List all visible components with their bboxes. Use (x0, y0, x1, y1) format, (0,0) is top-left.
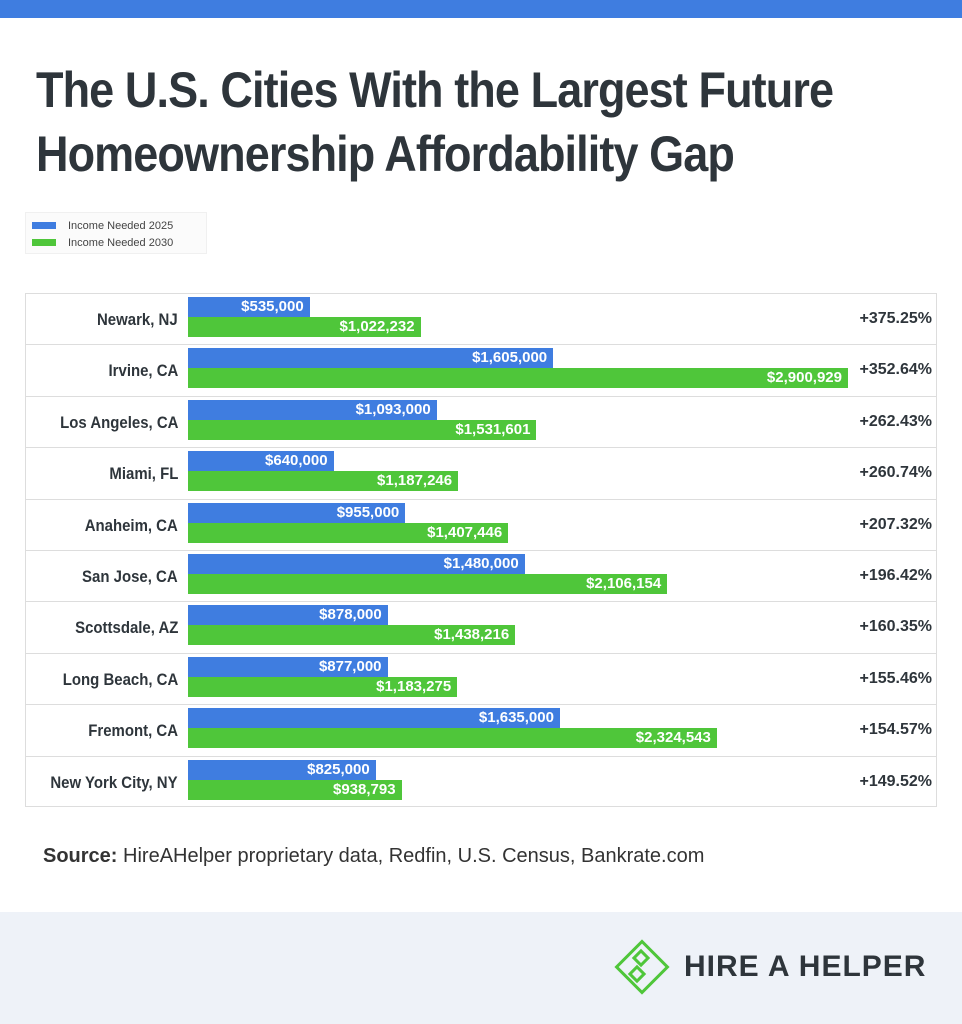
gap-percent-label: +196.42% (859, 567, 932, 584)
bar-value-label: $1,407,446 (427, 523, 503, 541)
gap-percent-label: +154.57% (859, 721, 932, 739)
chart-row: Los Angeles, CA $1,093,000 $1,531,601 +262.… (26, 397, 936, 449)
source-text: HireAHelper proprietary data, Redfin, U.… (123, 845, 705, 867)
bar-value-label: $1,187,246 (377, 472, 453, 490)
legend: Income Needed 2025 Income Needed 2030 (25, 212, 207, 254)
bar-2025: $535,000 (188, 297, 310, 317)
category-label: San Jose, CA (82, 567, 178, 586)
gap-percent-label: +149.52% (859, 772, 932, 790)
source-note: Source: HireAHelper proprietary data, Re… (43, 845, 704, 868)
bar-2025: $877,000 (188, 656, 388, 677)
chart-row: Newark, NJ $535,000 $1,022,232 +375.25% (26, 294, 936, 346)
bar-2025: $1,480,000 (188, 554, 525, 574)
bar-value-label: $2,900,929 (766, 369, 842, 387)
chart-row: Fremont, CA $1,635,000 $2,324,543 +154.57% (26, 705, 936, 757)
bar-2025: $955,000 (188, 502, 406, 523)
bar-2030: $1,438,216 (188, 625, 516, 646)
chart-row: Long Beach, CA $877,000 $1,183,275 +155.46% (26, 654, 936, 706)
chart-row: San Jose, CA $1,480,000 $2,106,154 +196.42% (26, 551, 936, 603)
bar-2030: $2,900,929 (188, 368, 848, 389)
bar-2025: $1,635,000 (188, 708, 560, 729)
chart-row: Miami, FL $640,000 $1,187,246 +260.74% (26, 448, 936, 500)
category-label: Los Angeles, CA (59, 412, 178, 432)
hire-a-helper-logo-icon (614, 939, 670, 995)
bar-value-label: $1,438,216 (434, 626, 510, 644)
bar-value-label: $825,000 (307, 760, 370, 778)
bar-value-label: $878,000 (319, 606, 382, 624)
category-label: Miami, FL (109, 464, 178, 484)
footer (0, 912, 962, 1024)
bar-2025: $640,000 (188, 451, 334, 472)
chart-row: Irvine, CA $1,605,000 $2,900,929 +352.64% (26, 345, 936, 397)
bar-2025: $1,093,000 (188, 399, 437, 420)
bar-value-label: $1,480,000 (443, 555, 519, 572)
legend-item-2030: Income Needed 2030 (32, 234, 200, 251)
bar-value-label: $1,022,232 (339, 318, 415, 335)
bar-2030: $938,793 (188, 779, 402, 800)
legend-swatch-2025 (32, 222, 56, 229)
legend-label-2025: Income Needed 2025 (68, 219, 174, 232)
bar-2030: $1,183,275 (188, 676, 458, 697)
bar-2030: $1,022,232 (188, 317, 421, 337)
legend-swatch-2030 (32, 239, 56, 246)
bar-value-label: $938,793 (333, 780, 396, 798)
category-label: Newark, NJ (97, 310, 178, 329)
bar-2025: $878,000 (188, 605, 388, 626)
gap-percent-label: +160.35% (859, 618, 932, 636)
bar-value-label: $1,093,000 (355, 400, 431, 418)
bar-value-label: $2,106,154 (586, 575, 662, 592)
category-label: Fremont, CA (88, 721, 178, 741)
chart-table: Newark, NJ $535,000 $1,022,232 +375.25% Irvi… (25, 293, 937, 807)
gap-percent-label: +155.46% (859, 669, 932, 687)
bar-value-label: $877,000 (318, 657, 382, 675)
legend-item-2025: Income Needed 2025 (32, 217, 200, 234)
top-band (0, 0, 962, 18)
category-label: Anaheim, CA (84, 515, 178, 535)
bar-value-label: $2,324,543 (635, 729, 711, 747)
bar-value-label: $1,635,000 (478, 709, 554, 727)
bar-value-label: $535,000 (241, 298, 304, 315)
brand-name: HIRE A HELPER (684, 950, 927, 983)
bar-2030: $2,324,543 (188, 728, 717, 749)
bar-value-label: $1,183,275 (376, 677, 452, 695)
chart-row: Scottsdale, AZ $878,000 $1,438,216 +160.35% (26, 602, 936, 654)
gap-percent-label: +207.32% (859, 515, 932, 533)
chart-row: Anaheim, CA $955,000 $1,407,446 +207.32% (26, 500, 936, 551)
bar-2030: $1,407,446 (188, 522, 509, 543)
category-label: Scottsdale, AZ (74, 618, 178, 638)
category-label: Long Beach, CA (62, 669, 178, 689)
bar-value-label: $1,605,000 (472, 349, 548, 367)
category-label: New York City, NY (50, 772, 178, 792)
chart-title: The U.S. Cities With the Largest Future … (36, 62, 834, 182)
source-label: Source: (43, 845, 118, 867)
bar-value-label: $640,000 (265, 452, 328, 470)
bar-value-label: $955,000 (336, 503, 400, 521)
bar-value-label: $1,531,601 (455, 420, 531, 438)
bar-2025: $825,000 (188, 759, 376, 780)
bar-2030: $1,187,246 (188, 471, 459, 492)
bar-2025: $1,605,000 (188, 348, 554, 369)
gap-percent-label: +352.64% (859, 361, 932, 379)
gap-percent-label: +260.74% (859, 464, 932, 482)
category-label: Irvine, CA (108, 361, 178, 381)
bar-2030: $1,531,601 (188, 419, 537, 440)
gap-percent-label: +262.43% (859, 412, 932, 430)
legend-label-2030: Income Needed 2030 (68, 236, 174, 249)
chart-row: New York City, NY $825,000 $938,793 +149.52… (26, 757, 936, 808)
bar-2030: $2,106,154 (188, 574, 668, 594)
brand-logo: HIRE A HELPER (612, 937, 926, 997)
gap-percent-label: +375.25% (859, 310, 932, 327)
